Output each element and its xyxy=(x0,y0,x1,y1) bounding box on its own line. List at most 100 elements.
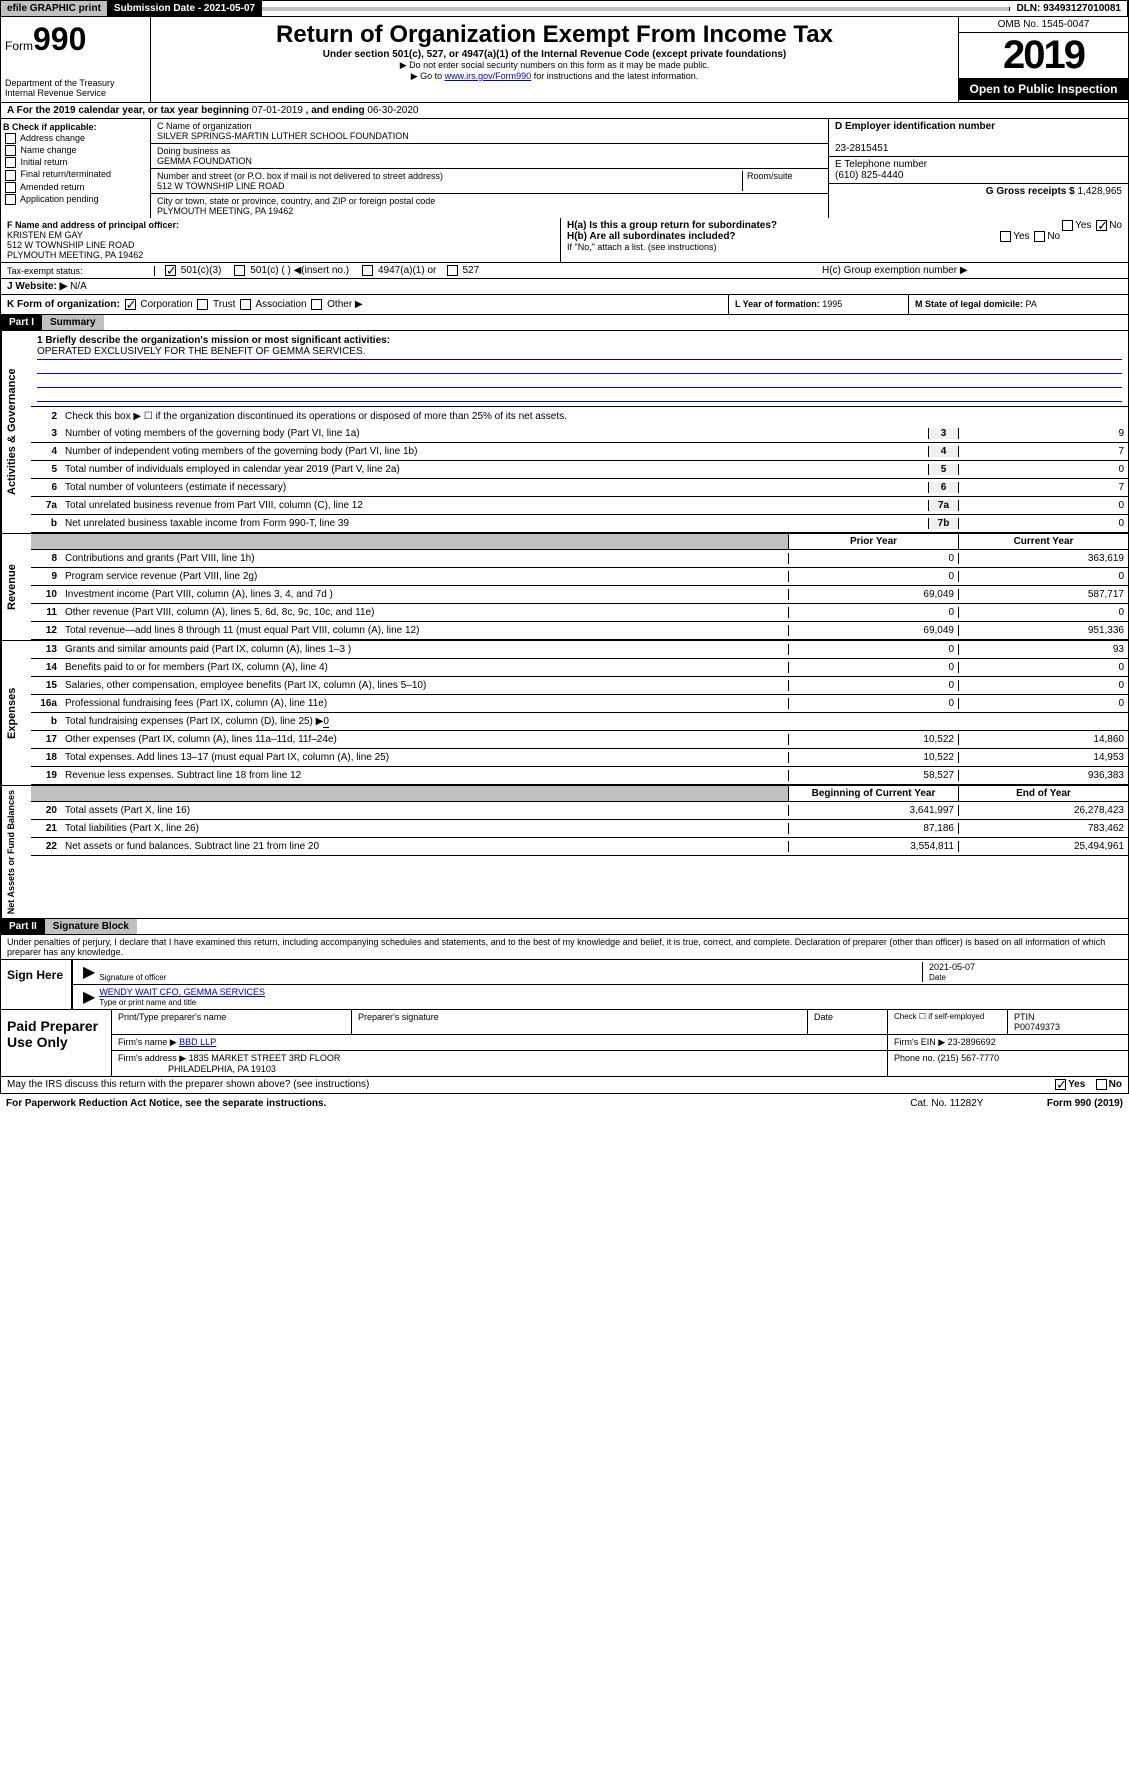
inst2-post: for instructions and the latest informat… xyxy=(531,71,698,81)
l16b: Total fundraising expenses (Part IX, col… xyxy=(65,716,323,727)
officer-label: F Name and address of principal officer: xyxy=(7,220,179,230)
cat-no: Cat. No. 11282Y xyxy=(847,1098,1047,1109)
form-footer: Form 990 (2019) xyxy=(1047,1098,1123,1109)
trust: Trust xyxy=(213,299,235,310)
ha-yes[interactable] xyxy=(1062,220,1073,231)
officer-addr1: 512 W TOWNSHIP LINE ROAD xyxy=(7,240,135,250)
form990-link[interactable]: www.irs.gov/Form990 xyxy=(445,71,532,81)
period-label-b: , and ending xyxy=(303,105,367,116)
ein: 23-2815451 xyxy=(835,143,888,154)
dba-name: GEMMA FOUNDATION xyxy=(157,156,252,166)
title-box: Return of Organization Exempt From Incom… xyxy=(151,17,958,102)
discuss-yes[interactable] xyxy=(1055,1079,1066,1090)
sig-date: 2021-05-07 xyxy=(929,962,975,972)
mission-text: OPERATED EXCLUSIVELY FOR THE BENEFIT OF … xyxy=(37,346,1122,360)
dept-label: Department of the Treasury Internal Reve… xyxy=(5,78,146,98)
firm-ein-label: Firm's EIN ▶ xyxy=(894,1037,945,1047)
main-info: B Check if applicable: Address change Na… xyxy=(0,119,1129,218)
period-end: 06-30-2020 xyxy=(367,105,418,116)
cb-4947[interactable] xyxy=(362,265,373,276)
cb-527[interactable] xyxy=(447,265,458,276)
l15p: 0 xyxy=(788,680,958,691)
side-net: Net Assets or Fund Balances xyxy=(1,786,31,918)
preparer-section: Paid Preparer Use Only Print/Type prepar… xyxy=(0,1010,1129,1077)
l21c: 783,462 xyxy=(958,823,1128,834)
l9c: 0 xyxy=(958,571,1128,582)
l18c: 14,953 xyxy=(958,752,1128,763)
part2-header: Part IISignature Block xyxy=(0,919,1129,935)
omb-number: OMB No. 1545-0047 xyxy=(959,17,1128,33)
paperwork-text: For Paperwork Reduction Act Notice, see … xyxy=(6,1098,847,1109)
checkbox-pending[interactable] xyxy=(5,194,16,205)
year-label: L Year of formation: xyxy=(735,299,820,309)
col-d: D Employer identification number 23-28154… xyxy=(828,119,1128,218)
addr: 512 W TOWNSHIP LINE ROAD xyxy=(157,181,285,191)
cb-label: Initial return xyxy=(21,157,68,167)
netassets-section: Net Assets or Fund Balances Beginning of… xyxy=(0,786,1129,919)
period-begin: 07-01-2019 xyxy=(252,105,303,116)
l17p: 10,522 xyxy=(788,734,958,745)
cb-assoc[interactable] xyxy=(240,299,251,310)
checkbox-amended[interactable] xyxy=(5,182,16,193)
cb-corp[interactable] xyxy=(125,299,136,310)
room-label: Room/suite xyxy=(742,171,822,191)
form-num: 990 xyxy=(33,21,86,57)
mission-blank xyxy=(37,374,1122,388)
firm-label: Firm's name ▶ xyxy=(118,1037,177,1047)
preparer-label: Paid Preparer Use Only xyxy=(1,1010,111,1076)
firm-addr2: PHILADELPHIA, PA 19103 xyxy=(168,1064,276,1074)
line6-val: 7 xyxy=(958,482,1128,493)
l21: Total liabilities (Part X, line 26) xyxy=(61,823,788,834)
ha-no[interactable] xyxy=(1096,220,1107,231)
cb-501c3[interactable] xyxy=(165,265,176,276)
hb-yes[interactable] xyxy=(1000,231,1011,242)
hb-no[interactable] xyxy=(1034,231,1045,242)
gross-label: G Gross receipts $ xyxy=(986,186,1075,197)
l19p: 58,527 xyxy=(788,770,958,781)
part2-num: Part II xyxy=(1,919,45,934)
assoc: Association xyxy=(255,299,306,310)
l11c: 0 xyxy=(958,607,1128,618)
checkbox-address[interactable] xyxy=(5,133,16,144)
l10c: 587,717 xyxy=(958,589,1128,600)
form-subtitle: Under section 501(c), 527, or 4947(a)(1)… xyxy=(155,49,954,60)
cb-501c[interactable] xyxy=(234,265,245,276)
side-expenses: Expenses xyxy=(1,641,31,785)
l18p: 10,522 xyxy=(788,752,958,763)
l10p: 69,049 xyxy=(788,589,958,600)
l17c: 14,860 xyxy=(958,734,1128,745)
formorg-label: K Form of organization: xyxy=(7,299,120,310)
form-label: Form xyxy=(5,39,33,53)
l15: Salaries, other compensation, employee b… xyxy=(61,680,788,691)
checkbox-final[interactable] xyxy=(5,170,16,181)
l15c: 0 xyxy=(958,680,1128,691)
l16b-val: 0 xyxy=(323,716,329,728)
cb-other[interactable] xyxy=(311,299,322,310)
line6-text: Total number of volunteers (estimate if … xyxy=(61,482,928,493)
revenue-section: Revenue Prior YearCurrent Year 8Contribu… xyxy=(0,534,1129,641)
date-label: Date xyxy=(929,973,946,982)
ein-label: D Employer identification number xyxy=(835,121,995,132)
officer-printed-name[interactable]: WENDY WAIT CFO, GEMMA SERVICES xyxy=(99,987,265,997)
mission-blank xyxy=(37,388,1122,402)
line5-text: Total number of individuals employed in … xyxy=(61,464,928,475)
spacer xyxy=(262,7,1010,11)
opt-4947: 4947(a)(1) or xyxy=(378,265,436,276)
prep-date-label: Date xyxy=(808,1010,888,1034)
checkbox-name[interactable] xyxy=(5,145,16,156)
cb-trust[interactable] xyxy=(197,299,208,310)
l9p: 0 xyxy=(788,571,958,582)
period-label-a: A For the 2019 calendar year, or tax yea… xyxy=(7,105,252,116)
firm-name[interactable]: BBD LLP xyxy=(179,1037,216,1047)
l14c: 0 xyxy=(958,662,1128,673)
l13p: 0 xyxy=(788,644,958,655)
checkbox-initial[interactable] xyxy=(5,157,16,168)
l20: Total assets (Part X, line 16) xyxy=(61,805,788,816)
efile-label[interactable]: efile GRAPHIC print xyxy=(1,1,108,16)
officer-name: KRISTEN EM GAY xyxy=(7,230,83,240)
tax-period: A For the 2019 calendar year, or tax yea… xyxy=(0,103,1129,119)
exempt-label: Tax-exempt status: xyxy=(7,266,155,276)
l14: Benefits paid to or for members (Part IX… xyxy=(61,662,788,673)
discuss-no[interactable] xyxy=(1096,1079,1107,1090)
instruction-2: ▶ Go to www.irs.gov/Form990 for instruct… xyxy=(155,71,954,82)
